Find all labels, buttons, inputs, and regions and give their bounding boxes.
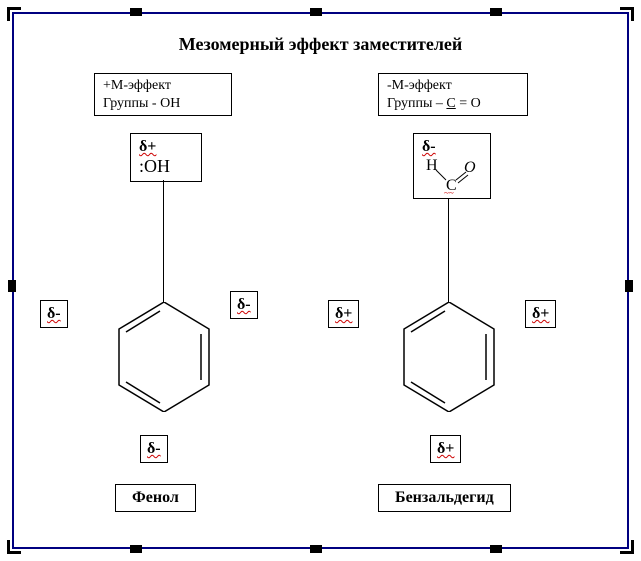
left-header-box: +М-эффект Группы - ОН [94, 73, 232, 116]
page-title: Мезомерный эффект заместителей [0, 34, 641, 55]
right-header-post: = О [456, 96, 481, 111]
right-bond [448, 199, 449, 303]
right-charge-bottom: δ+ [430, 435, 461, 463]
right-header-c: С [446, 96, 455, 111]
tick-bottom-1 [130, 545, 142, 553]
left-benzene-ring [114, 302, 214, 412]
tick-bottom-3 [490, 545, 502, 553]
left-sub-delta: δ+ [139, 138, 193, 156]
corner-tr-h [620, 7, 634, 10]
right-substituent-box: δ- H O C ~~ [413, 133, 491, 199]
cho-c-squig: ~~ [444, 188, 454, 196]
right-sub-delta-label: δ- [422, 138, 436, 155]
corner-tl-h [7, 7, 21, 10]
left-substituent-box: δ+ :ОН [130, 133, 202, 182]
left-charge-right-label: δ- [237, 296, 251, 313]
tick-top-1 [130, 8, 142, 16]
cho-h: H [426, 157, 438, 174]
tick-top-3 [490, 8, 502, 16]
left-charge-left: δ- [40, 300, 68, 328]
right-header-line2: Группы – С = О [387, 95, 519, 113]
right-benzene-ring [399, 302, 499, 412]
left-charge-right: δ- [230, 291, 258, 319]
tick-bottom-2 [310, 545, 322, 553]
left-header-line1: +М-эффект [103, 77, 223, 95]
tick-left [8, 280, 16, 292]
left-compound-name: Фенол [115, 484, 196, 512]
right-charge-left: δ+ [328, 300, 359, 328]
right-header-box: -М-эффект Группы – С = О [378, 73, 528, 116]
left-sub-delta-label: δ+ [139, 138, 156, 155]
right-header-line1: -М-эффект [387, 77, 519, 95]
tick-right [625, 280, 633, 292]
right-sub-delta: δ- [422, 138, 482, 156]
left-sub-text: :ОН [139, 156, 193, 177]
right-header-pre: Группы – [387, 96, 446, 111]
left-charge-bottom: δ- [140, 435, 168, 463]
right-charge-right-label: δ+ [532, 305, 549, 322]
right-charge-right: δ+ [525, 300, 556, 328]
corner-br-h [620, 551, 634, 554]
cho-o: O [464, 159, 476, 176]
right-compound-name: Бензальдегид [378, 484, 511, 512]
tick-top-2 [310, 8, 322, 16]
left-charge-left-label: δ- [47, 305, 61, 322]
right-charge-left-label: δ+ [335, 305, 352, 322]
corner-bl-h [7, 551, 21, 554]
left-header-line2: Группы - ОН [103, 95, 223, 113]
cho-group-icon: H O C ~~ [422, 156, 482, 196]
left-charge-bottom-label: δ- [147, 440, 161, 457]
left-bond [163, 180, 164, 303]
right-charge-bottom-label: δ+ [437, 440, 454, 457]
page: Мезомерный эффект заместителей +М-эффект… [0, 0, 641, 561]
